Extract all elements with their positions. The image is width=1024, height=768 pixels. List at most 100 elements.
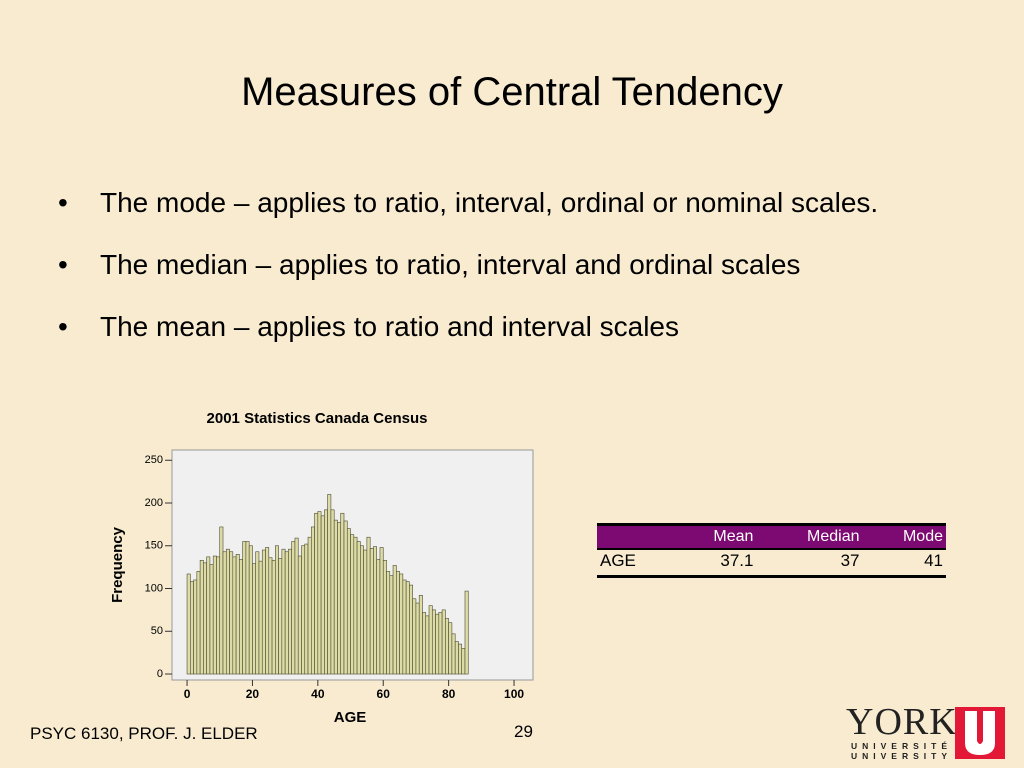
- x-tick-label: 60: [377, 687, 391, 701]
- bar: [458, 643, 463, 675]
- bar: [255, 551, 260, 675]
- bar: [418, 595, 423, 675]
- bar: [190, 581, 194, 675]
- stats-table: Mean Median Mode AGE 37.1 37 41: [597, 523, 946, 578]
- bar: [275, 545, 279, 675]
- bar: [399, 573, 404, 675]
- logo-text: YORK: [846, 701, 958, 743]
- bullet: The median – applies to ratio, interval …: [58, 247, 978, 283]
- bar: [307, 536, 312, 675]
- bar: [261, 549, 266, 675]
- bar: [297, 555, 302, 675]
- header-cell: Mean: [672, 524, 757, 549]
- table-row: AGE 37.1 37 41: [597, 548, 946, 577]
- bar: [219, 526, 224, 675]
- bar: [271, 559, 276, 675]
- y-tick-label: 50: [151, 625, 163, 637]
- bar: [310, 526, 315, 675]
- bar: [360, 545, 364, 675]
- bar: [229, 551, 234, 675]
- bar: [438, 612, 443, 675]
- bar: [235, 554, 240, 675]
- bar: [333, 519, 338, 675]
- y-tick-label: 250: [145, 454, 163, 466]
- bar: [343, 520, 348, 675]
- bar: [225, 548, 230, 675]
- bar: [350, 534, 355, 675]
- bar: [222, 551, 227, 675]
- bar: [428, 605, 433, 675]
- y-tick-label: 150: [145, 540, 163, 552]
- chart: 2001 Statistics Canada Census Frequency …: [109, 410, 534, 726]
- cell: AGE: [597, 548, 673, 577]
- bar: [402, 579, 407, 675]
- bar: [212, 555, 217, 675]
- bar: [291, 541, 296, 675]
- bar: [373, 546, 377, 675]
- bar: [409, 584, 413, 675]
- bar: [278, 558, 283, 675]
- bar: [206, 556, 211, 675]
- bar: [356, 541, 361, 675]
- bar: [431, 609, 436, 675]
- bar: [376, 559, 381, 675]
- slide-title: Measures of Central Tendency: [241, 70, 783, 114]
- bar: [284, 551, 289, 675]
- bar: [248, 545, 253, 675]
- bullet: The mode – applies to ratio, interval, o…: [58, 185, 978, 221]
- x-tick-label: 100: [504, 687, 524, 701]
- bar: [239, 559, 243, 675]
- header-cell: Median: [756, 524, 863, 549]
- bar: [461, 648, 466, 675]
- bar: [242, 541, 247, 675]
- bar: [346, 528, 351, 675]
- logo-mark: [955, 707, 1005, 759]
- page-number: 29: [514, 722, 533, 741]
- bar: [203, 562, 207, 675]
- bar: [363, 549, 368, 675]
- y-tick-label: 200: [145, 497, 163, 509]
- bar: [366, 536, 371, 675]
- bar: [448, 622, 453, 675]
- logo-subtext: UNIVERSITÉ: [851, 741, 953, 751]
- x-tick-label: 20: [246, 687, 260, 701]
- bar: [451, 633, 456, 675]
- bar: [445, 618, 449, 675]
- x-tick-label: 80: [442, 687, 456, 701]
- y-tick-label: 0: [157, 668, 163, 680]
- bar: [353, 536, 358, 675]
- header-cell: [597, 524, 673, 549]
- y-axis-label: Frequency: [109, 526, 126, 603]
- bar: [379, 547, 384, 675]
- bar: [186, 573, 191, 675]
- x-tick-label: 40: [311, 687, 325, 701]
- bar: [441, 609, 446, 675]
- bar: [382, 559, 387, 675]
- bar: [464, 590, 469, 675]
- bar: [288, 548, 292, 675]
- bullet: The mean – applies to ratio and interval…: [58, 309, 978, 345]
- bar: [425, 615, 430, 675]
- bar: [317, 511, 322, 675]
- bar: [232, 556, 237, 675]
- bar: [415, 602, 420, 675]
- cell: 37: [756, 548, 863, 577]
- bar: [281, 548, 286, 675]
- bar: [327, 494, 332, 675]
- bar: [245, 541, 250, 675]
- cell: 41: [862, 548, 946, 577]
- bar: [422, 612, 427, 675]
- bar: [320, 515, 325, 675]
- bar: [193, 579, 198, 675]
- bar: [199, 559, 204, 675]
- y-tick-label: 100: [145, 582, 163, 594]
- bar: [304, 543, 309, 675]
- bar: [396, 571, 400, 675]
- bar: [386, 571, 391, 675]
- footer: PSYC 6130, PROF. J. ELDER: [30, 724, 258, 743]
- bar: [196, 571, 201, 675]
- x-axis-label: AGE: [334, 709, 367, 726]
- chart-title: 2001 Statistics Canada Census: [207, 410, 428, 427]
- bar: [405, 581, 410, 675]
